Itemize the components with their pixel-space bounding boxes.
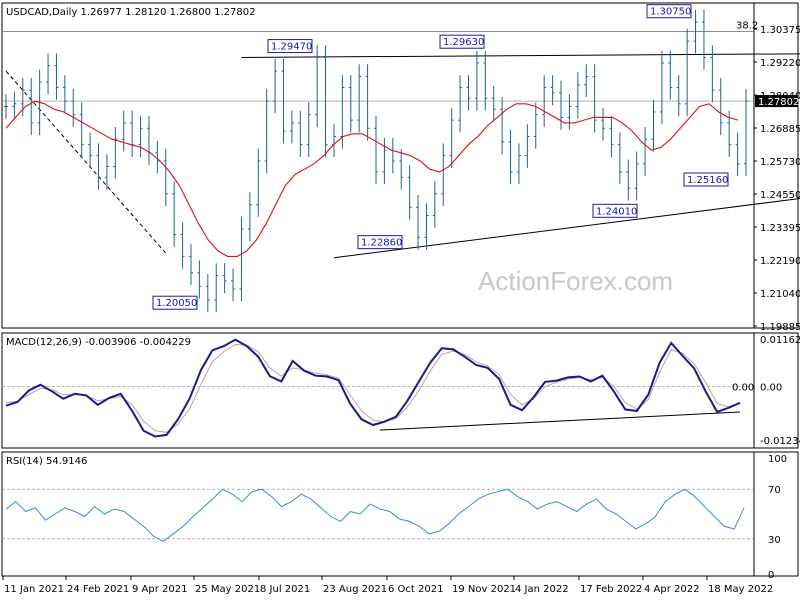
macd-trendline xyxy=(379,411,741,431)
watermark: ActionForex.com xyxy=(478,266,673,296)
rsi-panel-header: RSI(14) 54.9146 xyxy=(6,456,87,467)
price-annotation-box xyxy=(267,39,313,54)
macd-panel: 0.011629 0.00 -0.012348 0.00 MACD(12,26,9) -… xyxy=(2,335,800,447)
x-tick-label: 18 May 2022 xyxy=(708,584,773,595)
macd-y-tick-label: 0.00 xyxy=(760,382,782,393)
rsi-y-tick-label: 70 xyxy=(768,485,781,496)
x-tick-label: 4 Apr 2022 xyxy=(644,584,699,595)
trendline-dashed xyxy=(5,70,167,254)
trendline-2 xyxy=(333,197,800,259)
trendline-1 xyxy=(241,53,800,58)
price-annotation-box xyxy=(152,295,198,310)
x-tick-label: 9 Apr 2021 xyxy=(132,584,187,595)
rsi-panel: 100 70 30 0 RSI(14) 54.9146 xyxy=(2,454,787,581)
price-panel: 38.2 1.20050 1.29470 1.22860 1.29630 1.24010 1… xyxy=(2,4,800,333)
price-panel-frame xyxy=(1,2,799,329)
macd-y-tick-label: 0.011629 xyxy=(760,335,800,346)
price-y-tick-label: 1.30375 xyxy=(760,25,800,36)
chart-background xyxy=(1,2,799,577)
price-annotation-label: 1.30750 xyxy=(650,7,691,18)
fib-level-label: 38.2 xyxy=(736,21,758,32)
price-y-tick-label: 1.29220 xyxy=(760,58,800,69)
price-y-tick-label: 1.22190 xyxy=(760,256,800,267)
x-tick-label: 23 Aug 2021 xyxy=(323,584,387,595)
x-tick-label: 25 May 2021 xyxy=(195,584,260,595)
price-y-tick-label: 1.24550 xyxy=(760,190,800,201)
x-tick-label: 11 Jan 2021 xyxy=(4,584,64,595)
x-tick-label: 4 Jan 2022 xyxy=(515,584,569,595)
price-panel-header: USDCAD,Daily 1.26977 1.28120 1.26800 1.2… xyxy=(6,7,256,18)
rsi-y-tick-label: 30 xyxy=(768,535,781,546)
price-annotation-label: 1.22860 xyxy=(361,238,402,249)
x-tick-label: 24 Feb 2021 xyxy=(67,584,129,595)
price-y-tick-label: 1.19885 xyxy=(760,322,800,333)
x-axis: 11 Jan 2021 24 Feb 2021 9 Apr 2021 25 May 2… xyxy=(2,576,773,595)
price-annotation-box xyxy=(357,235,403,250)
price-annotation-box xyxy=(592,203,638,218)
price-annotation-box xyxy=(646,4,692,19)
price-annotation-box xyxy=(439,34,485,49)
current-price-tag xyxy=(755,95,798,108)
price-annotation-label: 1.29630 xyxy=(443,37,484,48)
price-y-tick-label: 1.25730 xyxy=(760,157,800,168)
rsi-y-tick-label: 0 xyxy=(768,570,774,581)
price-y-tick-label: 1.21040 xyxy=(760,289,800,300)
x-tick-label: 17 Feb 2022 xyxy=(580,584,642,595)
x-tick-label: 19 Nov 2021 xyxy=(452,584,516,595)
macd-line xyxy=(5,338,741,438)
macd-panel-header: MACD(12,26,9) -0.003906 -0.004229 xyxy=(6,337,191,348)
macd-signal-line xyxy=(5,343,741,433)
x-tick-label: 6 Oct 2021 xyxy=(388,584,443,595)
price-annotation-label: 1.29470 xyxy=(271,42,312,53)
macd-zero-label: 0.00 xyxy=(732,382,754,393)
current-price-label: 1.27802 xyxy=(758,97,799,108)
macd-y-tick-label: -0.012348 xyxy=(760,436,800,447)
x-tick-label: 8 Jul 2021 xyxy=(260,584,310,595)
moving-average-line xyxy=(5,100,739,257)
price-annotation-label: 1.24010 xyxy=(596,206,637,217)
price-y-tick-label: 1.26885 xyxy=(760,124,800,135)
price-annotation-label: 1.20050 xyxy=(156,298,197,309)
price-annotation-box xyxy=(683,172,729,187)
rsi-y-tick-label: 100 xyxy=(768,454,787,465)
rsi-line xyxy=(5,488,745,542)
price-y-tick-label: 1.23395 xyxy=(760,223,800,234)
rsi-panel-frame xyxy=(1,451,799,577)
price-annotation-label: 1.25160 xyxy=(687,175,728,186)
